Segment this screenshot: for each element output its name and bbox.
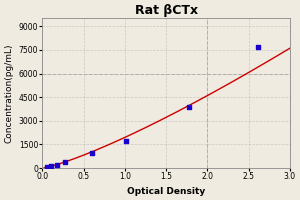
Point [187,105,192,108]
Point [256,45,261,48]
Y-axis label: Concentration(pg/mL): Concentration(pg/mL) [4,43,13,143]
Point [62,161,67,164]
Title: Rat βCTx: Rat βCTx [134,4,198,17]
Point [55,163,60,166]
Point [89,152,94,155]
X-axis label: Optical Density: Optical Density [127,187,205,196]
Point [124,139,129,142]
Point [44,166,49,169]
Point [48,165,53,168]
